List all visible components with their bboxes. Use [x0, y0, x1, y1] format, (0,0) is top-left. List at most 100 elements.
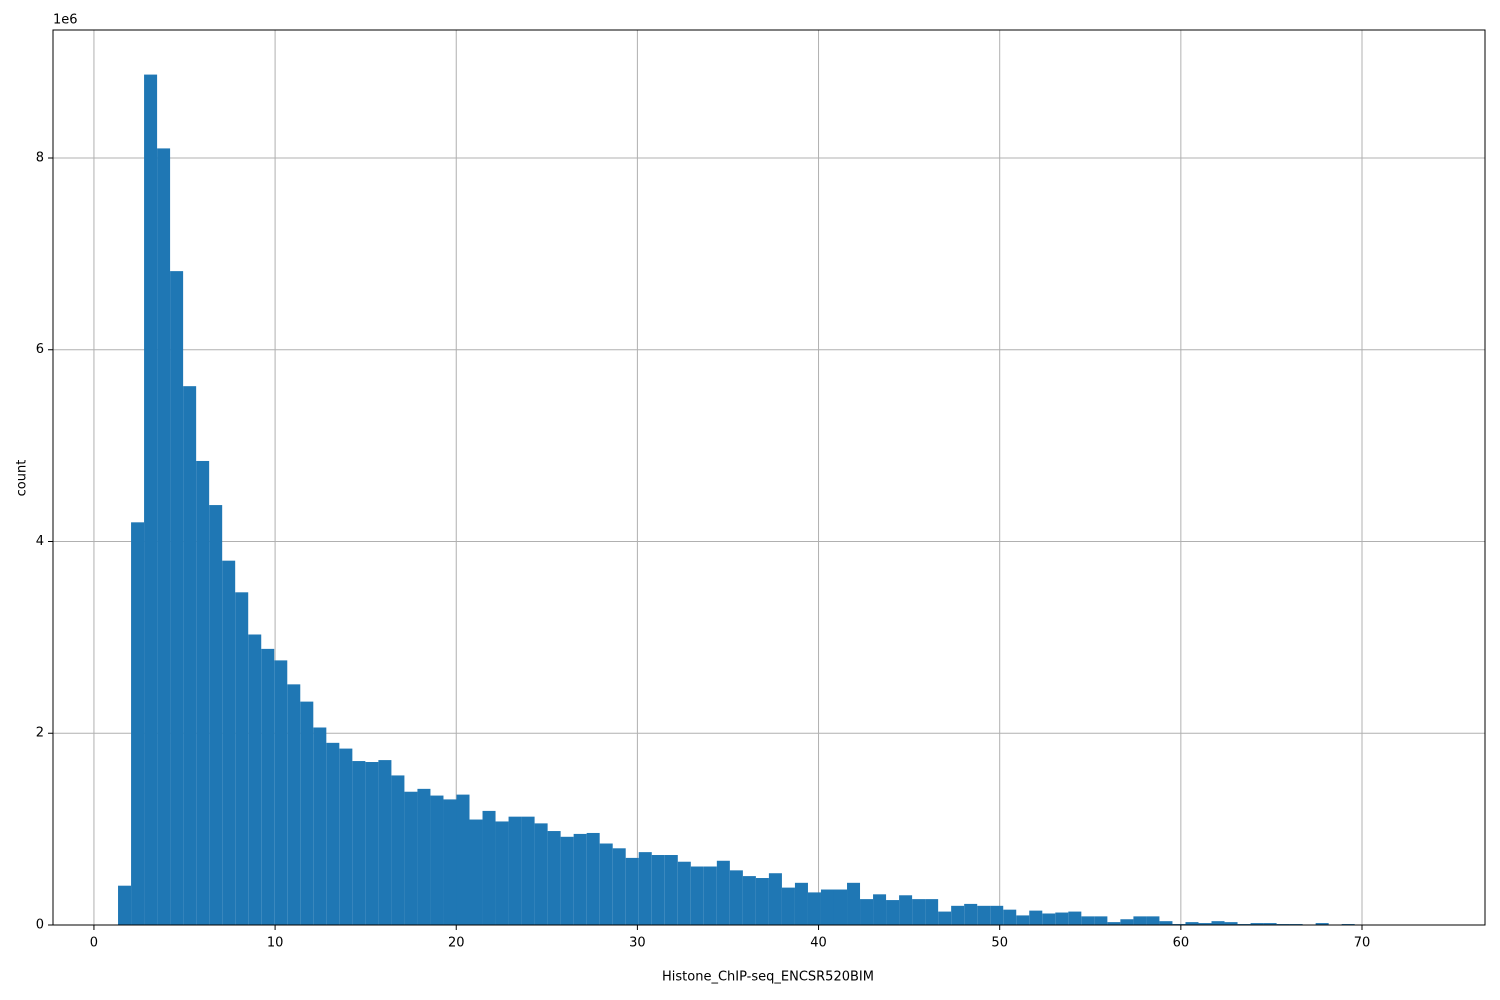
bar: [300, 701, 314, 925]
bar: [547, 831, 561, 925]
bar: [690, 866, 704, 925]
bar: [378, 760, 392, 925]
bar: [222, 560, 236, 925]
bar: [964, 903, 978, 925]
bar: [196, 460, 210, 925]
bar: [144, 74, 158, 925]
bar: [209, 505, 223, 925]
bar: [1081, 916, 1095, 925]
bar: [365, 762, 379, 925]
bar: [1133, 916, 1147, 925]
bar: [1029, 910, 1043, 925]
bar: [716, 860, 730, 925]
bar: [391, 775, 405, 925]
bar: [430, 795, 444, 925]
bar: [495, 821, 509, 925]
bar: [274, 660, 288, 925]
bar: [560, 836, 574, 925]
bar: [352, 761, 366, 925]
bar: [1211, 921, 1225, 925]
x-tick-label: 70: [1354, 936, 1371, 951]
bar: [313, 727, 327, 925]
bar: [599, 843, 613, 925]
bar: [1250, 923, 1264, 925]
bar: [742, 876, 756, 925]
bar: [1159, 921, 1173, 925]
y-offset-label: 1e6: [53, 13, 78, 28]
bar: [612, 848, 626, 925]
bar: [820, 889, 834, 925]
bar: [1055, 912, 1069, 925]
bar: [938, 911, 952, 925]
y-tick-label: 6: [36, 342, 44, 357]
bar: [1146, 916, 1160, 925]
bar: [1263, 923, 1277, 925]
bar: [508, 816, 522, 925]
bar: [469, 819, 483, 925]
bar: [521, 816, 535, 925]
bar: [886, 900, 900, 925]
bar: [951, 905, 965, 925]
bar: [925, 899, 939, 925]
bar: [873, 894, 887, 925]
bar: [677, 861, 691, 925]
bar: [534, 823, 548, 925]
bar: [755, 878, 769, 925]
bar: [899, 895, 913, 925]
x-tick-label: 40: [810, 936, 827, 951]
bar: [586, 832, 600, 925]
bar: [1042, 913, 1056, 925]
x-tick-label: 10: [267, 936, 284, 951]
x-tick-label: 0: [90, 936, 98, 951]
bar: [768, 873, 782, 925]
bar: [703, 866, 717, 925]
bar: [1224, 922, 1238, 925]
bar: [1068, 911, 1082, 925]
bar: [170, 271, 184, 926]
bar: [1315, 923, 1329, 925]
bar: [1198, 923, 1212, 925]
bar: [417, 788, 431, 925]
bar: [235, 592, 249, 925]
y-tick-label: 8: [36, 150, 44, 165]
bar: [625, 857, 639, 925]
bar: [729, 870, 743, 925]
bar: [443, 799, 457, 925]
bar: [807, 892, 821, 925]
bar: [248, 634, 262, 925]
bar: [977, 905, 991, 925]
bar: [860, 899, 874, 925]
y-tick-label: 2: [36, 726, 44, 741]
bar: [664, 855, 678, 925]
x-tick-label: 50: [991, 936, 1008, 951]
bar: [404, 791, 418, 925]
bar: [833, 889, 848, 925]
bar: [1107, 922, 1121, 925]
x-tick-label: 30: [629, 936, 646, 951]
bar: [118, 885, 132, 925]
bar: [990, 905, 1004, 925]
bar: [287, 684, 301, 925]
bar: [651, 855, 665, 925]
bar: [131, 522, 145, 925]
y-axis-label: count: [15, 460, 30, 497]
bar: [912, 899, 926, 925]
bar: [157, 148, 171, 925]
bar: [1185, 922, 1199, 925]
plot-frame: [52, 29, 1486, 926]
x-tick-label: 20: [448, 936, 465, 951]
bar: [1094, 916, 1108, 925]
bar: [638, 852, 652, 925]
bar: [456, 794, 470, 925]
bar: [339, 748, 353, 925]
bar: [1016, 915, 1030, 925]
bar: [1120, 919, 1134, 925]
bar: [261, 648, 275, 925]
bar: [1003, 909, 1017, 925]
x-tick-label: 60: [1173, 936, 1190, 951]
y-tick-label: 4: [36, 534, 44, 549]
bar: [326, 742, 340, 925]
y-tick-label: 0: [36, 918, 44, 933]
bar: [573, 833, 587, 925]
